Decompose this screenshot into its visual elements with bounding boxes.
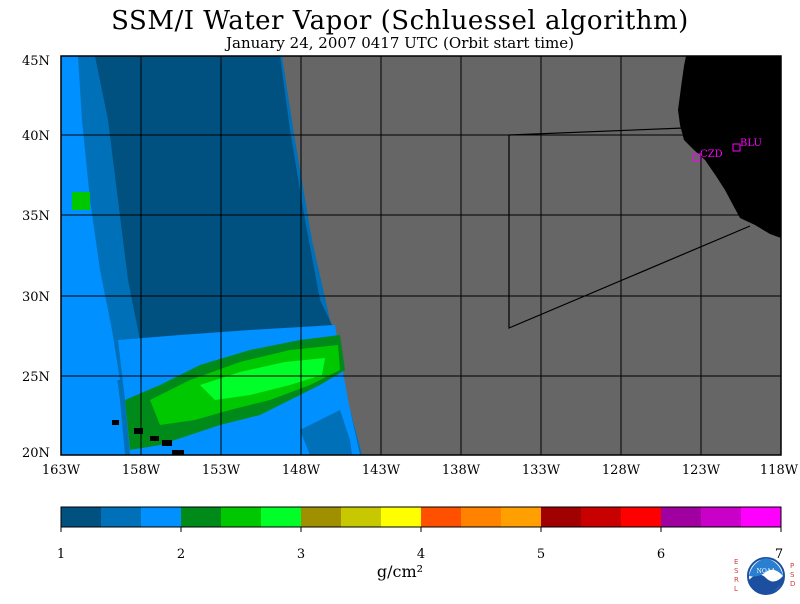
logo-wave	[749, 574, 783, 594]
green-patch-west	[72, 192, 90, 210]
lon-label-158: 158W	[122, 463, 161, 478]
lon-label-118: 118W	[760, 463, 799, 478]
colorbar-label-2: 2	[177, 547, 185, 562]
map-frame	[60, 55, 782, 456]
lon-label-128: 128W	[602, 463, 641, 478]
map-subtitle: January 24, 2007 0417 UTC (Orbit start t…	[226, 34, 574, 52]
lon-label-148: 148W	[282, 463, 321, 478]
colorbar-swatch	[581, 507, 622, 527]
colorbar	[60, 506, 782, 532]
lat-label-25: 25N	[22, 370, 50, 385]
colorbar-swatch	[501, 507, 542, 527]
colorbar-label-4: 4	[417, 547, 425, 562]
colorbar-swatch	[261, 507, 302, 527]
colorbar-swatch	[101, 507, 142, 527]
moisture-band-bright-green	[200, 358, 325, 400]
island-hawaii	[172, 450, 184, 455]
island-oahu	[134, 428, 143, 434]
colorbar-swatch	[421, 507, 462, 527]
lat-label-45: 45N	[22, 54, 50, 69]
lon-label-163: 163W	[42, 463, 81, 478]
colorbar-swatch	[461, 507, 502, 527]
colorbar-label-7: 7	[775, 547, 783, 562]
colorbar-swatch	[381, 507, 422, 527]
lon-label-143: 143W	[362, 463, 401, 478]
longitude-labels: 163W 158W 153W 148W 143W 138W 133W 128W …	[42, 463, 799, 478]
noaa-logo-graphic: NOAA	[747, 557, 785, 595]
land-california	[678, 56, 781, 238]
swath-band-dark-blue	[95, 56, 332, 340]
colorbar-swatch	[661, 507, 702, 527]
lon-label-133: 133W	[522, 463, 561, 478]
lon-label-138: 138W	[442, 463, 481, 478]
colorbar-swatch	[221, 507, 262, 527]
colorbar-swatch	[141, 507, 182, 527]
colorbar-swatch	[701, 507, 742, 527]
water-vapor-swath	[61, 56, 362, 455]
island-maui	[150, 436, 159, 441]
station-czd-label: CZD	[700, 149, 723, 160]
latitude-labels: 45N 40N 35N 30N 25N 20N	[22, 54, 50, 461]
colorbar-label-1: 1	[57, 547, 65, 562]
graticule	[61, 56, 781, 455]
lat-label-20: 20N	[22, 446, 50, 461]
lon-label-123: 123W	[682, 463, 721, 478]
colorbar-swatch	[541, 507, 582, 527]
colorbar-label-5: 5	[537, 547, 545, 562]
lat-label-35: 35N	[22, 209, 50, 224]
colorbar-swatch	[741, 507, 782, 527]
lat-label-40: 40N	[22, 129, 50, 144]
island-kauai	[112, 420, 119, 425]
lat-label-30: 30N	[22, 290, 50, 305]
lon-label-153: 153W	[202, 463, 241, 478]
colorbar-label-3: 3	[297, 547, 305, 562]
logo-center-text: NOAA	[757, 568, 777, 575]
station-blu-marker	[732, 143, 741, 152]
colorbar-swatch	[621, 507, 662, 527]
colorbar-swatch	[341, 507, 382, 527]
colorbar-swatch	[181, 507, 222, 527]
colorbar-swatch	[301, 507, 342, 527]
noaa-logo: NOAA ESRL PSD	[732, 552, 800, 600]
map-area: CZD BLU	[60, 55, 782, 456]
logo-left-letters: ESRL	[734, 558, 739, 593]
logo-bird	[749, 558, 783, 577]
station-czd-marker	[692, 153, 701, 162]
island-molokai	[162, 440, 172, 446]
colorbar-unit: g/cm²	[376, 562, 424, 581]
colorbar-labels: 1 2 3 4 5 6 7	[57, 547, 783, 562]
map-title: SSM/I Water Vapor (Schluessel algorithm)	[111, 6, 689, 36]
colorbar-swatch	[61, 507, 102, 527]
region-outline-line-a	[508, 135, 751, 329]
colorbar-label-6: 6	[657, 547, 665, 562]
station-blu-label: BLU	[740, 138, 762, 149]
logo-right-letters: PSD	[790, 562, 796, 588]
region-outline	[508, 127, 751, 329]
stations: CZD BLU	[692, 138, 762, 162]
region-outline-line-b	[508, 127, 685, 136]
swath-south-tail-dark	[300, 410, 352, 455]
